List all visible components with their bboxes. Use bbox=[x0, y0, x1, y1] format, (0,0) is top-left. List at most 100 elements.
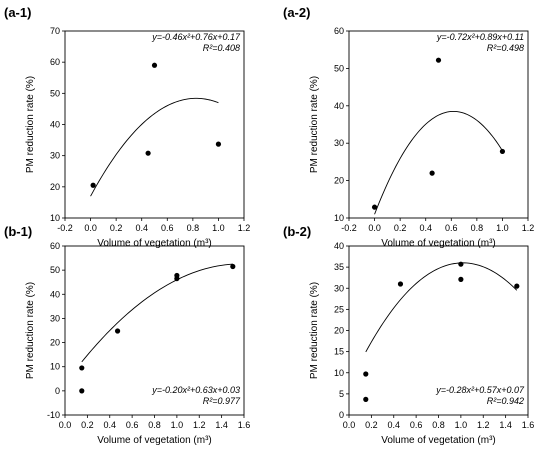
y-tick-label: 10 bbox=[50, 213, 60, 223]
data-point bbox=[363, 396, 369, 402]
fit-curve bbox=[90, 97, 219, 197]
y-tick-label: 50 bbox=[50, 88, 60, 98]
x-tick-label: 0.0 bbox=[59, 420, 72, 430]
fit-curve bbox=[81, 263, 233, 363]
y-axis-title: PM reduction rate (%) bbox=[309, 76, 320, 173]
y-tick-label: 40 bbox=[334, 241, 344, 251]
y-tick-label: 30 bbox=[50, 151, 60, 161]
r-squared: R²=0.942 bbox=[487, 396, 524, 406]
data-point bbox=[458, 261, 464, 267]
x-tick-label: 0.0 bbox=[368, 223, 381, 233]
data-point bbox=[397, 281, 404, 287]
fit-curve bbox=[374, 110, 503, 215]
y-axis-title: PM reduction rate (%) bbox=[309, 282, 320, 379]
x-tick-label: 0.8 bbox=[471, 223, 484, 233]
y-tick-label: 35 bbox=[334, 262, 344, 272]
y-tick-label: 30 bbox=[334, 283, 344, 293]
y-axis-title: PM reduction rate (%) bbox=[25, 76, 36, 173]
x-axis-title: Volume of vegetation (m³) bbox=[97, 435, 212, 446]
plot-frame bbox=[348, 30, 529, 219]
y-tick-label: 50 bbox=[334, 63, 344, 73]
data-point bbox=[114, 328, 121, 334]
x-axis-title: Volume of vegetation (m³) bbox=[97, 238, 212, 249]
panel-label: (b-1) bbox=[4, 224, 32, 239]
x-tick-label: 0.4 bbox=[135, 223, 148, 233]
x-tick-label: 0.0 bbox=[343, 420, 356, 430]
x-tick-label: 1.2 bbox=[238, 223, 251, 233]
x-tick-label: 1.6 bbox=[238, 420, 251, 430]
fit-equation: y=-0.72x²+0.89x+0.11 bbox=[436, 32, 524, 42]
y-tick-label: 30 bbox=[50, 313, 60, 323]
x-tick-label: 0.2 bbox=[81, 420, 94, 430]
y-tick-label: 20 bbox=[334, 326, 344, 336]
y-tick-label: 40 bbox=[50, 120, 60, 130]
x-tick-label: 0.8 bbox=[432, 420, 445, 430]
x-tick-label: -0.2 bbox=[57, 223, 73, 233]
fit-equation: y=-0.28x²+0.57x+0.07 bbox=[435, 385, 525, 395]
x-tick-label: 1.4 bbox=[499, 420, 512, 430]
data-point bbox=[90, 182, 96, 188]
x-axis-title: Volume of vegetation (m³) bbox=[381, 238, 496, 249]
y-tick-label: 40 bbox=[50, 289, 60, 299]
y-tick-label: 0 bbox=[339, 410, 344, 420]
y-tick-label: 50 bbox=[50, 265, 60, 275]
x-tick-label: -0.2 bbox=[341, 223, 357, 233]
data-point bbox=[151, 62, 158, 68]
data-point bbox=[174, 272, 180, 279]
x-tick-label: 0.6 bbox=[126, 420, 139, 430]
x-tick-label: 0.6 bbox=[161, 223, 174, 233]
x-tick-label: 1.0 bbox=[171, 420, 184, 430]
y-tick-label: 20 bbox=[50, 338, 60, 348]
x-tick-label: 0.4 bbox=[387, 420, 400, 430]
data-point bbox=[371, 204, 378, 210]
x-tick-label: 0.2 bbox=[365, 420, 378, 430]
data-point bbox=[79, 388, 85, 394]
fit-curve bbox=[365, 262, 518, 353]
x-tick-label: 0.8 bbox=[187, 223, 200, 233]
panel-b-2: (b-2) 0.0 0.2 0.4 0.6 0.8 1.0 1.2 1.4 1.6 0 5 10 15 20… bbox=[283, 224, 534, 446]
fit-equation: y=-0.20x²+0.63x+0.03 bbox=[151, 385, 240, 395]
x-tick-label: 0.2 bbox=[394, 223, 407, 233]
x-tick-label: 0.4 bbox=[419, 223, 432, 233]
r-squared: R²=0.408 bbox=[203, 43, 240, 53]
panel-a-1: (a-1) -0.2 0.0 0.2 0.4 0.6 0.8 1.0 1.2 10 20 30 40 50… bbox=[4, 5, 250, 249]
x-tick-label: 0.6 bbox=[410, 420, 423, 430]
data-point bbox=[514, 283, 520, 289]
x-tick-label: 1.0 bbox=[212, 223, 225, 233]
y-axis-title: PM reduction rate (%) bbox=[25, 282, 36, 379]
data-point bbox=[215, 141, 222, 147]
y-tick-label: 25 bbox=[334, 304, 344, 314]
y-tick-label: 20 bbox=[334, 176, 344, 186]
x-tick-label: 0.8 bbox=[148, 420, 161, 430]
y-tick-label: 15 bbox=[334, 347, 344, 357]
r-squared: R²=0.977 bbox=[203, 396, 241, 406]
x-tick-label: 1.2 bbox=[477, 420, 490, 430]
y-tick-label: 30 bbox=[334, 138, 344, 148]
data-point bbox=[435, 57, 442, 63]
panel-a-2: (a-2) -0.2 0.0 0.2 0.4 0.6 0.8 1.0 1.2 10 20 30 40 50… bbox=[283, 5, 534, 249]
y-tick-label: 70 bbox=[50, 26, 60, 36]
data-point bbox=[429, 170, 435, 176]
y-tick-label: 10 bbox=[334, 213, 344, 223]
x-tick-label: 1.2 bbox=[193, 420, 206, 430]
x-tick-label: 0.2 bbox=[110, 223, 123, 233]
x-axis-title: Volume of vegetation (m³) bbox=[381, 435, 496, 446]
y-tick-label: 10 bbox=[50, 362, 60, 372]
panel-label: (a-2) bbox=[283, 5, 310, 20]
y-tick-label: 10 bbox=[334, 368, 344, 378]
data-point bbox=[363, 371, 369, 377]
y-tick-label: 0 bbox=[55, 386, 60, 396]
x-tick-label: 1.0 bbox=[455, 420, 468, 430]
data-point bbox=[79, 365, 85, 371]
x-tick-label: 1.6 bbox=[522, 420, 535, 430]
x-tick-label: 1.4 bbox=[215, 420, 228, 430]
panel-label: (b-2) bbox=[283, 224, 311, 239]
y-tick-label: -10 bbox=[47, 410, 60, 420]
y-tick-label: 5 bbox=[339, 389, 344, 399]
data-point bbox=[458, 276, 464, 282]
r-squared: R²=0.498 bbox=[487, 43, 524, 53]
plot-frame bbox=[64, 30, 245, 219]
y-tick-label: 60 bbox=[50, 241, 60, 251]
fit-equation: y=-0.46x²+0.76x+0.17 bbox=[151, 32, 241, 42]
